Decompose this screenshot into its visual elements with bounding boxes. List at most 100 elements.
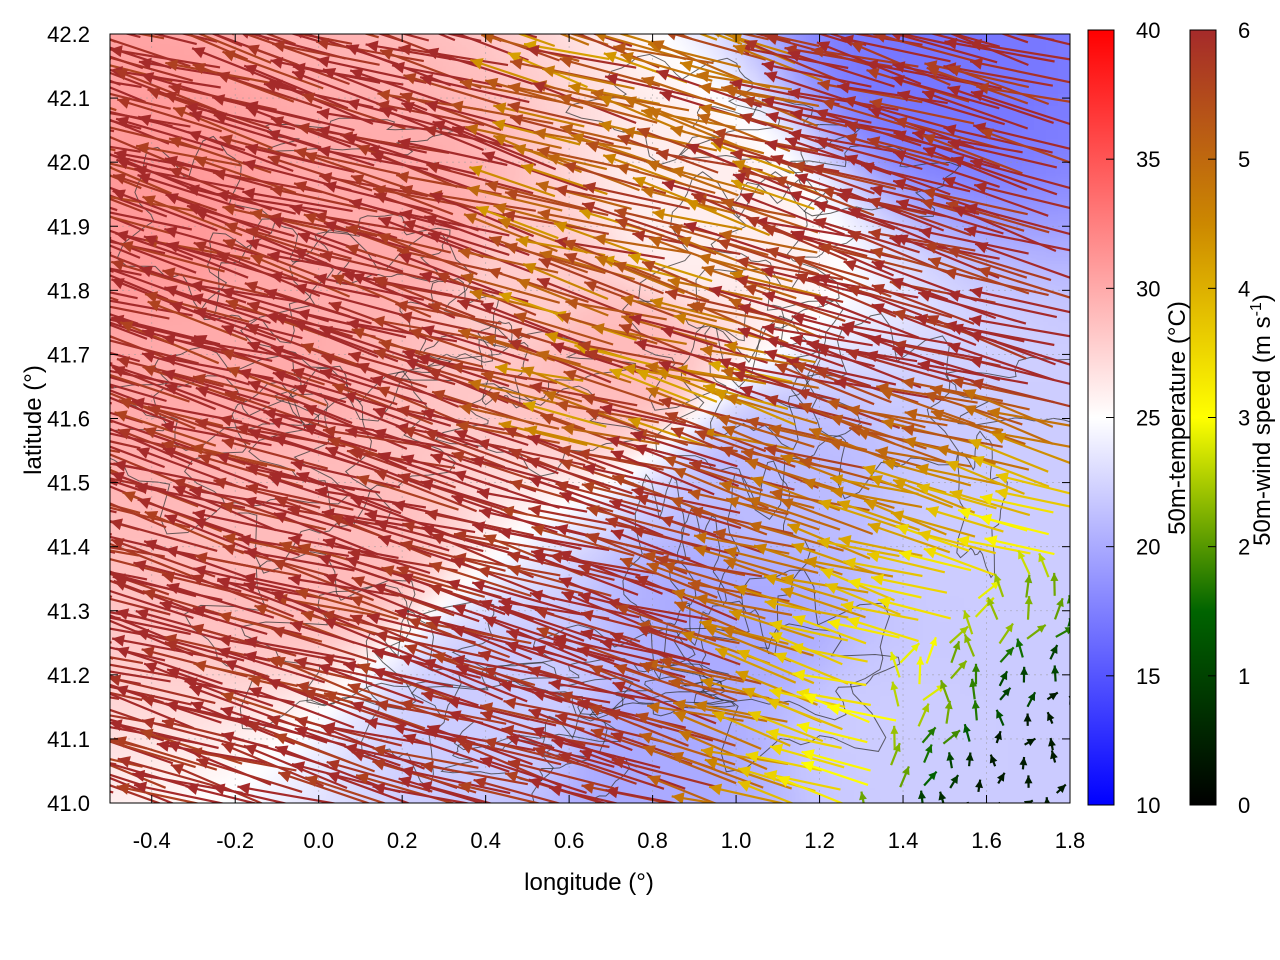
wind-arrow bbox=[762, 290, 871, 325]
wind-arrow bbox=[678, 236, 770, 275]
wind-arrow bbox=[192, 509, 303, 537]
wind-arrow bbox=[971, 456, 1050, 488]
wind-arrow bbox=[445, 34, 482, 43]
wind-arrow bbox=[917, 529, 996, 555]
wind-arrow bbox=[577, 340, 684, 366]
wind-arrow bbox=[641, 76, 736, 111]
wind-arrow bbox=[364, 509, 476, 534]
wind-arrow bbox=[1015, 638, 1024, 658]
wind-arrow bbox=[925, 636, 937, 664]
wind-arrow bbox=[110, 215, 145, 232]
wind-arrow bbox=[341, 515, 450, 552]
wind-arrow bbox=[291, 367, 398, 406]
wind-arrow bbox=[867, 197, 972, 237]
y-tick-label: 41.6 bbox=[47, 407, 90, 432]
wind-arrow bbox=[451, 126, 557, 171]
wind-arrow bbox=[974, 242, 1070, 279]
y-tick-label: 42.1 bbox=[47, 86, 90, 111]
wind-arrow bbox=[871, 283, 975, 325]
wind-arrow bbox=[452, 604, 560, 643]
x-tick-label: -0.4 bbox=[133, 828, 171, 853]
wind-arrow bbox=[526, 44, 637, 69]
wind-arrow bbox=[609, 368, 691, 402]
wind-arrow bbox=[613, 663, 715, 700]
wind-arrow bbox=[288, 574, 399, 597]
wind-arrow bbox=[242, 187, 353, 213]
wind-arrow bbox=[864, 350, 974, 383]
wind-arrow bbox=[516, 278, 609, 317]
wind-arrow bbox=[142, 365, 246, 403]
wind-arrow bbox=[270, 345, 378, 385]
wind-arrow bbox=[890, 510, 976, 538]
wind-arrow bbox=[676, 34, 693, 41]
wind-arrow bbox=[814, 137, 923, 171]
wind-arrow bbox=[847, 404, 948, 427]
wind-arrow bbox=[558, 550, 663, 595]
wind-arrow bbox=[119, 321, 220, 365]
wind-arrow bbox=[1026, 691, 1037, 708]
wind-arrow bbox=[948, 625, 969, 644]
wind-arrow bbox=[889, 651, 901, 678]
wind-arrow bbox=[950, 640, 961, 664]
wind-arrow bbox=[536, 350, 632, 384]
wind-arrow bbox=[304, 775, 387, 803]
wind-arrow bbox=[195, 386, 303, 425]
wind-arrow bbox=[212, 783, 289, 803]
wind-arrow bbox=[110, 670, 171, 683]
wind-arrow bbox=[110, 363, 165, 384]
wind-arrow bbox=[558, 577, 663, 623]
wind-arrow bbox=[581, 201, 687, 240]
wind-arrow bbox=[871, 303, 977, 347]
y-tick-label: 41.8 bbox=[47, 278, 90, 303]
wind-arrow bbox=[373, 276, 476, 319]
wind-arrow bbox=[739, 192, 845, 236]
wind-arrow bbox=[766, 698, 843, 731]
wind-arrow bbox=[220, 501, 327, 531]
x-axis: -0.4 -0.2 0.0 0.2 0.4 0.6 0.8 1.0 1.2 1.4 1.6 1.8 bbox=[133, 34, 1085, 853]
wind-arrow bbox=[190, 443, 296, 472]
wind-arrow bbox=[580, 609, 688, 641]
wind-arrow bbox=[698, 34, 718, 41]
wind-arrow bbox=[614, 217, 717, 256]
wind-arrow bbox=[970, 378, 1070, 408]
wind-arrow bbox=[599, 403, 710, 432]
colorbar-tick-label: 4 bbox=[1238, 276, 1250, 301]
wind-arrow bbox=[151, 34, 197, 46]
wind-arrow bbox=[162, 447, 269, 489]
wind-arrow bbox=[133, 165, 245, 191]
wind-arrow bbox=[245, 226, 352, 260]
wind-arrow bbox=[695, 593, 793, 617]
wind-arrow bbox=[840, 600, 919, 621]
wind-arrow bbox=[827, 703, 897, 722]
wind-arrow bbox=[172, 485, 277, 532]
wind-arrow bbox=[115, 646, 223, 685]
wind-arrow bbox=[944, 37, 1055, 63]
wind-arrow bbox=[116, 782, 201, 803]
wind-arrow bbox=[868, 334, 979, 360]
wind-arrow bbox=[693, 531, 790, 555]
wind-arrow bbox=[635, 494, 742, 530]
wind-arrow bbox=[796, 721, 868, 744]
x-tick-label: 1.6 bbox=[971, 828, 1002, 853]
wind-arrow bbox=[110, 291, 138, 300]
wind-arrow bbox=[814, 296, 920, 339]
wind-arrow bbox=[110, 197, 144, 213]
wind-arrow bbox=[790, 108, 901, 133]
wind-arrow bbox=[779, 498, 874, 536]
wind-arrow bbox=[917, 703, 930, 727]
wind-arrow bbox=[692, 302, 789, 345]
wind-arrow bbox=[319, 368, 428, 406]
wind-arrow bbox=[110, 763, 167, 789]
wind-arrow bbox=[110, 589, 194, 620]
wind-arrow bbox=[718, 229, 818, 254]
wind-arrow bbox=[519, 34, 538, 39]
wind-arrow bbox=[454, 429, 559, 475]
wind-arrow bbox=[611, 756, 719, 789]
wind-arrow bbox=[294, 716, 403, 747]
wind-arrow bbox=[508, 339, 612, 384]
wind-arrow bbox=[844, 133, 949, 167]
wind-arrow bbox=[998, 670, 1009, 687]
wind-arrow bbox=[169, 301, 277, 341]
wind-arrow bbox=[890, 742, 901, 766]
wind-arrow bbox=[558, 93, 658, 124]
